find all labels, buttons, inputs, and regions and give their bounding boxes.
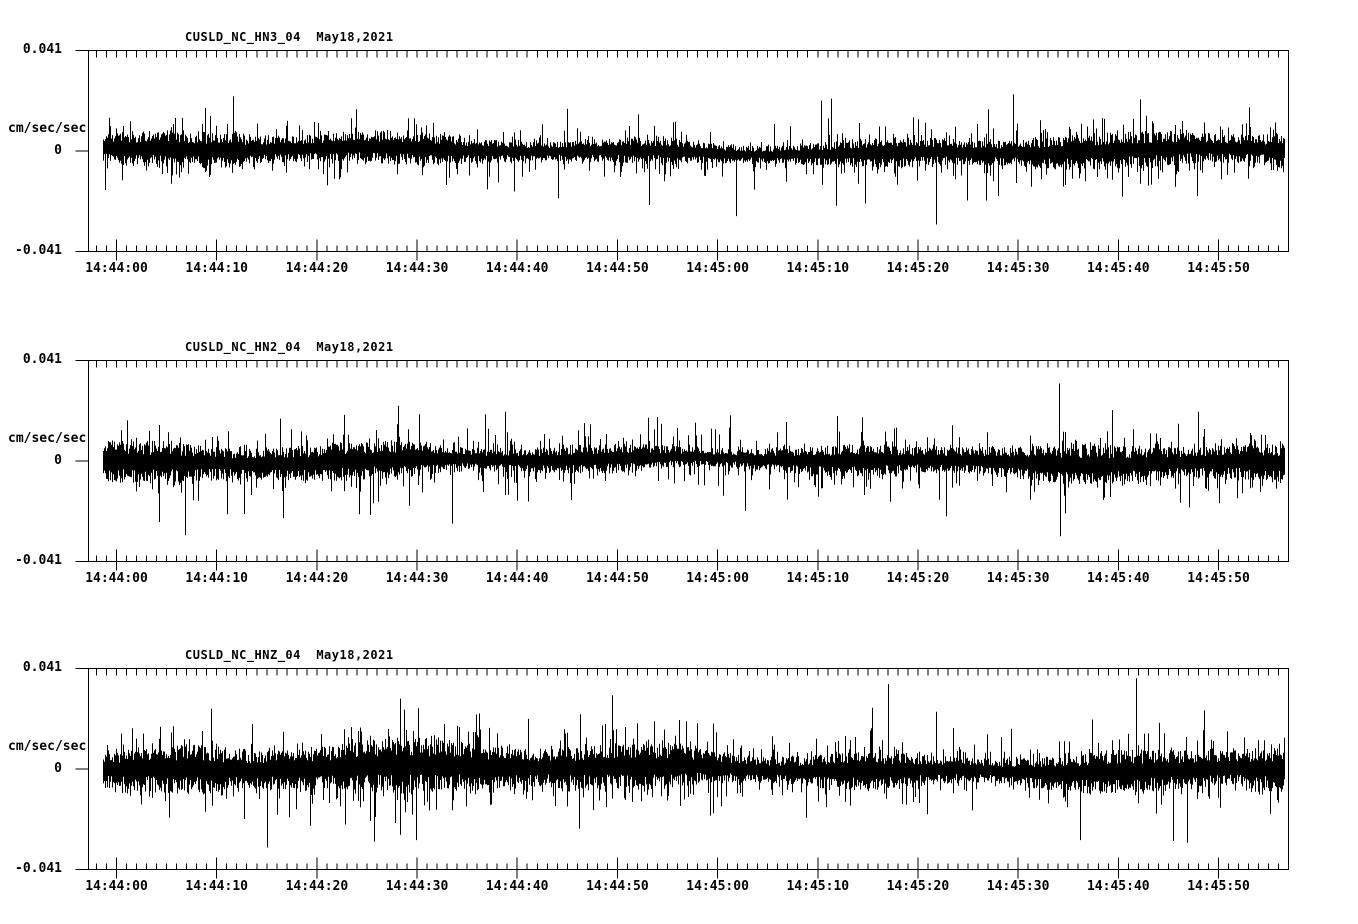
y-axis-min-label: -0.041	[15, 243, 62, 258]
x-axis-label: 14:44:00	[85, 879, 148, 894]
panel-hn2: CUSLD_NC_HN2_04 May18,2021 0.041 cm/sec/…	[0, 310, 1358, 618]
x-axis-label: 14:45:00	[686, 261, 749, 276]
y-axis-min-label: -0.041	[15, 553, 62, 568]
x-axis-label: 14:44:00	[85, 571, 148, 586]
y-axis-max-label: 0.041	[22, 42, 62, 57]
x-axis-label: 14:44:10	[185, 571, 248, 586]
x-axis-label: 14:44:10	[185, 261, 248, 276]
x-axis-label: 14:44:30	[385, 261, 449, 276]
x-axis-label: 14:45:40	[1086, 879, 1150, 894]
x-axis-label: 14:44:50	[586, 261, 649, 276]
x-axis-label: 14:45:30	[986, 879, 1050, 894]
x-axis-label: 14:45:50	[1187, 879, 1250, 894]
x-axis-label: 14:45:10	[786, 261, 850, 276]
x-axis-label: 14:45:00	[686, 879, 749, 894]
y-axis-units-label: cm/sec/sec	[8, 431, 87, 446]
x-axis-label: 14:44:40	[485, 879, 549, 894]
y-axis-zero-label: 0	[54, 761, 62, 776]
x-axis-label: 14:45:50	[1187, 261, 1250, 276]
x-axis-label: 14:45:30	[986, 571, 1050, 586]
x-axis-label: 14:45:40	[1086, 261, 1150, 276]
x-axis-label: 14:45:20	[886, 571, 950, 586]
y-axis-zero-label: 0	[54, 143, 62, 158]
x-axis-label: 14:44:20	[285, 879, 349, 894]
y-axis-max-label: 0.041	[22, 660, 62, 675]
x-axis-label: 14:45:00	[686, 571, 749, 586]
x-axis-label: 14:44:20	[285, 261, 349, 276]
x-axis-label: 14:44:10	[185, 879, 248, 894]
y-axis-min-label: -0.041	[15, 861, 62, 876]
y-axis-units-label: cm/sec/sec	[8, 121, 87, 136]
y-axis-max-label: 0.041	[22, 352, 62, 367]
x-axis-label: 14:45:40	[1086, 571, 1150, 586]
x-axis-label: 14:44:30	[385, 879, 449, 894]
x-axis-label: 14:45:20	[886, 879, 950, 894]
waveform-plot	[75, 50, 1289, 261]
y-axis-zero-label: 0	[54, 453, 62, 468]
x-axis-label: 14:45:10	[786, 879, 850, 894]
x-axis-label: 14:45:30	[986, 261, 1050, 276]
waveform-plot	[75, 668, 1289, 879]
waveform-plot	[75, 360, 1289, 571]
x-axis-label: 14:44:20	[285, 571, 349, 586]
panel-hnz: CUSLD_NC_HNZ_04 May18,2021 0.041 cm/sec/…	[0, 618, 1358, 924]
x-axis-label: 14:44:40	[485, 571, 549, 586]
x-axis-label: 14:44:40	[485, 261, 549, 276]
x-axis-label: 14:44:50	[586, 571, 649, 586]
x-axis-label: 14:44:50	[586, 879, 649, 894]
panel-title: CUSLD_NC_HNZ_04 May18,2021	[185, 648, 394, 662]
x-axis-label: 14:45:10	[786, 571, 850, 586]
panel-title: CUSLD_NC_HN3_04 May18,2021	[185, 30, 394, 44]
x-axis-label: 14:45:20	[886, 261, 950, 276]
x-axis-label: 14:44:00	[85, 261, 148, 276]
y-axis-units-label: cm/sec/sec	[8, 739, 87, 754]
x-axis-label: 14:44:30	[385, 571, 449, 586]
x-axis-label: 14:45:50	[1187, 571, 1250, 586]
panel-hn3: CUSLD_NC_HN3_04 May18,2021 0.041 cm/sec/…	[0, 0, 1358, 308]
panel-title: CUSLD_NC_HN2_04 May18,2021	[185, 340, 394, 354]
